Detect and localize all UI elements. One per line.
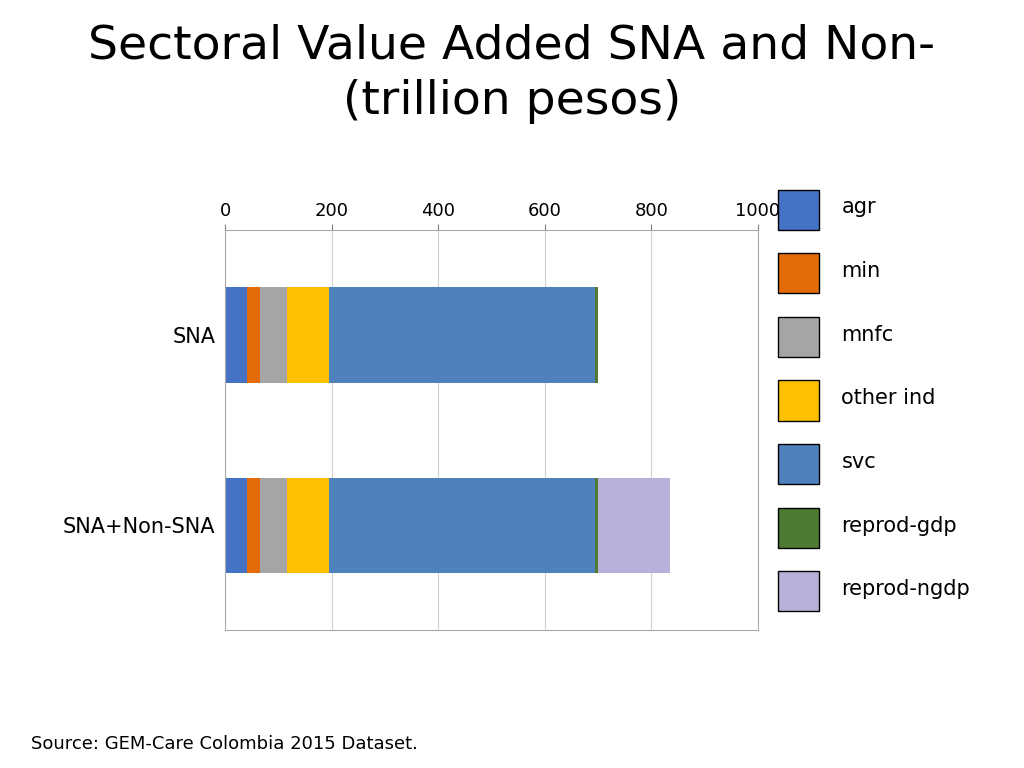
Text: svc: svc: [842, 452, 877, 472]
FancyBboxPatch shape: [778, 571, 819, 611]
Bar: [247, 478, 260, 573]
Bar: [329, 287, 595, 382]
Bar: [329, 478, 595, 573]
Bar: [247, 287, 260, 382]
FancyBboxPatch shape: [778, 508, 819, 548]
Bar: [598, 478, 670, 573]
Text: reprod-ngdp: reprod-ngdp: [842, 579, 970, 599]
FancyBboxPatch shape: [778, 380, 819, 421]
Bar: [287, 478, 329, 573]
Bar: [260, 287, 287, 382]
Text: reprod-gdp: reprod-gdp: [842, 515, 957, 535]
FancyBboxPatch shape: [778, 190, 819, 230]
Text: min: min: [842, 261, 881, 281]
FancyBboxPatch shape: [778, 253, 819, 293]
Bar: [595, 287, 598, 382]
Bar: [287, 287, 329, 382]
Text: Sectoral Value Added SNA and Non-
(trillion pesos): Sectoral Value Added SNA and Non- (trill…: [88, 23, 936, 124]
Bar: [225, 478, 247, 573]
Text: agr: agr: [842, 197, 876, 217]
FancyBboxPatch shape: [778, 444, 819, 484]
Text: other ind: other ind: [842, 389, 936, 409]
Bar: [225, 287, 247, 382]
Bar: [595, 478, 598, 573]
Text: mnfc: mnfc: [842, 325, 894, 345]
Bar: [260, 478, 287, 573]
Text: Source: GEM-Care Colombia 2015 Dataset.: Source: GEM-Care Colombia 2015 Dataset.: [31, 735, 418, 753]
FancyBboxPatch shape: [778, 317, 819, 357]
